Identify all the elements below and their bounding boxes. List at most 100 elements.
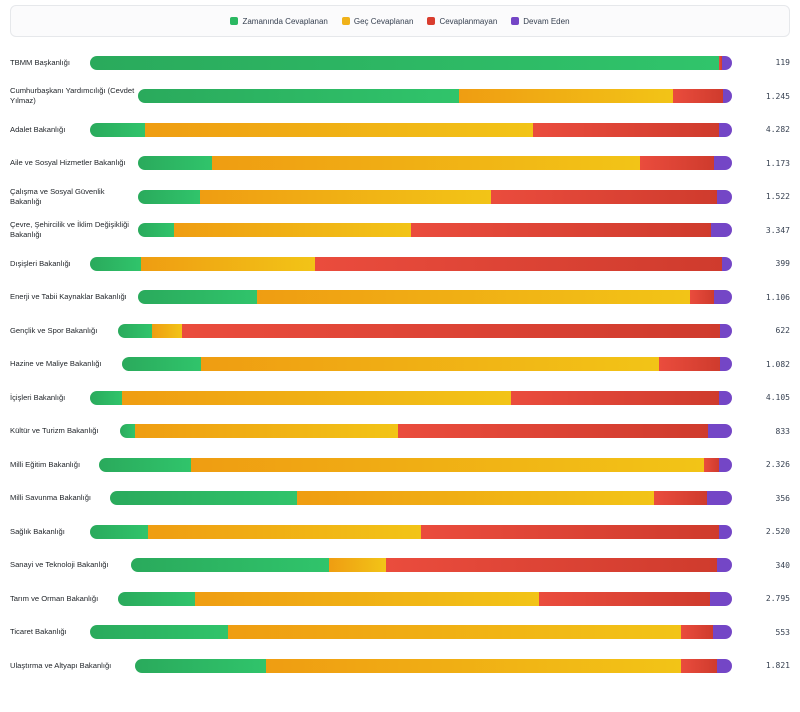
stacked-bar[interactable] [110,491,732,505]
stacked-bar[interactable] [138,290,732,304]
bar-segment-late[interactable] [122,390,511,405]
bar-segment-late[interactable] [266,658,682,673]
bar-segment-on-time[interactable] [90,256,142,271]
bar-segment-on-time[interactable] [122,357,202,371]
legend-item[interactable]: Cevaplanmayan [427,17,497,26]
bar-segment-ongoing[interactable] [719,524,732,539]
bar-segment-on-time[interactable] [138,89,459,103]
bar-segment-ongoing[interactable] [711,223,732,237]
legend-label: Zamanında Cevaplanan [242,16,328,26]
bar-segment-unanswered[interactable] [420,524,720,539]
bar-segment-unanswered[interactable] [510,390,720,405]
stacked-bar[interactable] [120,424,732,438]
row-total: 399 [775,259,790,268]
bar-segment-on-time[interactable] [90,55,720,70]
bar-segment-unanswered[interactable] [538,591,711,606]
stacked-bar[interactable] [118,591,732,606]
bar-segment-unanswered[interactable] [681,658,718,673]
bar-segment-unanswered[interactable] [398,424,708,438]
bar-segment-unanswered[interactable] [182,323,720,338]
bar-segment-on-time[interactable] [135,658,267,673]
bar-segment-on-time[interactable] [138,189,201,204]
bar-segment-late[interactable] [228,625,681,639]
bar-segment-unanswered[interactable] [491,189,718,204]
bar-segment-unanswered[interactable] [314,256,723,271]
stacked-bar[interactable] [90,625,732,639]
bar-segment-ongoing[interactable] [707,491,732,505]
bar-segment-ongoing[interactable] [717,658,732,673]
bar-segment-on-time[interactable] [118,323,152,338]
bar-segment-unanswered[interactable] [672,89,724,103]
stacked-bar[interactable] [138,223,732,237]
bar-segment-unanswered[interactable] [532,122,720,137]
bar-segment-ongoing[interactable] [723,89,732,103]
bar-segment-late[interactable] [190,457,704,472]
bar-segment-ongoing[interactable] [719,457,732,472]
bar-segment-unanswered[interactable] [719,55,723,70]
stacked-bar[interactable] [135,658,732,673]
bar-segment-ongoing[interactable] [712,625,732,639]
bar-segment-late[interactable] [212,156,640,170]
bar-segment-late[interactable] [329,558,387,572]
stacked-bar[interactable] [90,122,732,137]
bar-segment-on-time[interactable] [90,524,148,539]
stacked-bar[interactable] [131,558,732,572]
stacked-bar[interactable] [99,457,732,472]
stacked-bar[interactable] [90,55,732,70]
bar-segment-on-time[interactable] [138,223,174,237]
stacked-bar[interactable] [90,524,732,539]
bar-segment-late[interactable] [135,424,399,438]
stacked-bar[interactable] [118,323,732,338]
bar-segment-on-time[interactable] [118,591,195,606]
bar-segment-late[interactable] [173,223,412,237]
bar-segment-ongoing[interactable] [707,424,732,438]
legend-item[interactable]: Geç Cevaplanan [341,17,413,26]
bar-segment-late[interactable] [194,591,539,606]
bar-segment-late[interactable] [458,89,673,103]
bar-segment-ongoing[interactable] [719,390,732,405]
bar-segment-on-time[interactable] [99,457,191,472]
bar-segment-ongoing[interactable] [716,558,732,572]
bar-segment-on-time[interactable] [131,558,330,572]
bar-segment-late[interactable] [256,290,691,304]
bar-segment-unanswered[interactable] [386,558,717,572]
stacked-bar[interactable] [138,189,732,204]
bar-segment-unanswered[interactable] [658,357,720,371]
bar-segment-ongoing[interactable] [719,357,732,371]
bar-segment-late[interactable] [200,189,492,204]
stacked-bar[interactable] [138,156,732,170]
stacked-bar[interactable] [138,89,732,103]
bar-segment-ongoing[interactable] [714,290,732,304]
bar-segment-unanswered[interactable] [690,290,715,304]
bar-segment-late[interactable] [147,524,421,539]
bar-segment-unanswered[interactable] [680,625,713,639]
bar-segment-on-time[interactable] [90,390,123,405]
stacked-bar[interactable] [90,390,732,405]
legend-item[interactable]: Devam Eden [511,17,570,26]
bar-segment-ongoing[interactable] [722,256,732,271]
bar-segment-on-time[interactable] [90,122,145,137]
legend-item[interactable]: Zamanında Cevaplanan [230,16,328,26]
bar-segment-late[interactable] [151,323,183,338]
stacked-bar[interactable] [122,357,732,371]
bar-segment-ongoing[interactable] [717,189,732,204]
bar-segment-on-time[interactable] [120,424,136,438]
stacked-bar[interactable] [90,256,732,271]
bar-segment-unanswered[interactable] [703,457,720,472]
bar-segment-late[interactable] [141,256,315,271]
bar-segment-late[interactable] [144,122,533,137]
bar-segment-ongoing[interactable] [719,122,732,137]
bar-segment-ongoing[interactable] [719,323,732,338]
bar-segment-late[interactable] [296,491,655,505]
bar-segment-ongoing[interactable] [714,156,732,170]
bar-segment-unanswered[interactable] [639,156,715,170]
bar-segment-on-time[interactable] [138,290,257,304]
bar-segment-unanswered[interactable] [411,223,712,237]
bar-segment-on-time[interactable] [138,156,213,170]
bar-segment-unanswered[interactable] [654,491,708,505]
bar-segment-ongoing[interactable] [722,55,732,70]
bar-segment-ongoing[interactable] [710,591,732,606]
bar-segment-late[interactable] [201,357,659,371]
bar-segment-on-time[interactable] [110,491,297,505]
bar-segment-on-time[interactable] [90,625,229,639]
